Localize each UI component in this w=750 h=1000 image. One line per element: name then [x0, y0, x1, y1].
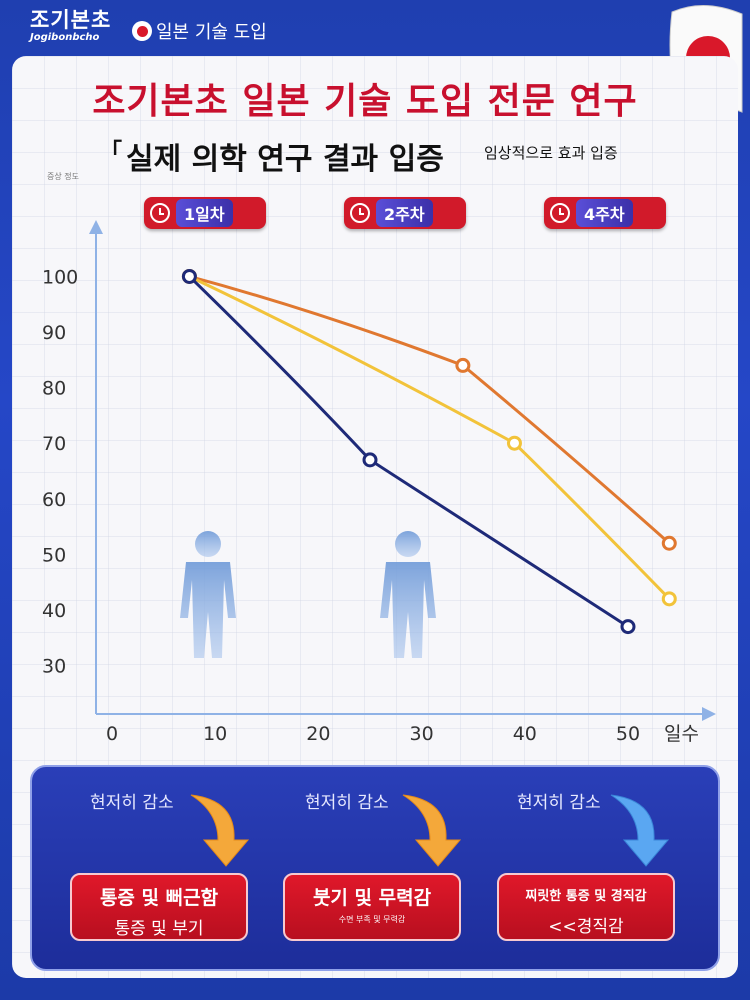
- japan-flag-icon: [132, 21, 152, 41]
- lead-text-1: 현저히 감소: [90, 793, 174, 813]
- card-sub: 수면 부족 및 무력감: [338, 915, 406, 924]
- period-badge-label: 1일차: [176, 199, 233, 227]
- y-tick-label: 50: [42, 544, 66, 566]
- symptom-card-1: 통증 및 뻐근함 통증 및 부기: [70, 873, 248, 941]
- period-badge-label: 4주차: [576, 199, 633, 227]
- subtitle-note: 임상적으로 효과 입증: [484, 144, 618, 162]
- data-point: [455, 357, 471, 373]
- card-sub: 통증 및 부기: [114, 919, 204, 939]
- y-tick-label: 40: [42, 600, 66, 622]
- bracket-glyph: 「: [100, 140, 123, 165]
- page-title: 조기본초 일본 기술 도입 전문 연구: [92, 81, 638, 122]
- y-axis-arrow: [89, 220, 103, 234]
- human-body-icon: [180, 531, 236, 658]
- data-point: [620, 619, 636, 635]
- y-tick-label: 90: [42, 322, 66, 344]
- y-tick-label: 30: [42, 656, 66, 678]
- series-line: [187, 274, 671, 545]
- data-point: [661, 535, 677, 551]
- data-point: [181, 268, 197, 284]
- brand-logo: 조기본초 Jogibonbcho: [30, 8, 111, 44]
- period-badge-label: 2주차: [376, 199, 433, 227]
- card-sub: <<경직감: [548, 917, 624, 937]
- x-tick-label: 0: [106, 723, 118, 745]
- period-badge-2: 2주차: [344, 197, 466, 229]
- top-tagline: 일본 기술 도입: [132, 18, 267, 44]
- x-tick-label: 50: [616, 723, 640, 745]
- clock-icon: [350, 203, 370, 223]
- data-point: [661, 591, 677, 607]
- lead-text-3: 현저히 감소: [517, 793, 601, 813]
- data-point: [506, 435, 522, 451]
- card-main: 찌릿한 통증 및 경직감: [525, 889, 647, 904]
- brand-subname: Jogibonbcho: [30, 32, 100, 43]
- subtitle-text: 실제 의학 연구 결과 입증: [126, 142, 444, 177]
- y-tick-label: 60: [42, 489, 66, 511]
- x-axis-arrow: [702, 707, 716, 721]
- symptom-card-3: 찌릿한 통증 및 경직감 <<경직감: [497, 873, 675, 941]
- symptom-card-2: 붓기 및 무력감 수면 부족 및 무력감: [283, 873, 461, 941]
- human-body-icon: [380, 531, 436, 658]
- period-badge-1: 1일차: [144, 197, 266, 229]
- x-axis-label: 일수: [664, 723, 699, 745]
- y-axis-caption: 증상 정도: [47, 172, 79, 181]
- y-tick-label: 100: [42, 266, 78, 288]
- x-tick-label: 10: [203, 723, 227, 745]
- down-arrow-icon: [402, 794, 462, 867]
- card-main: 통증 및 뻐근함: [99, 887, 219, 909]
- y-tick-label: 70: [42, 433, 66, 455]
- top-tagline-text: 일본 기술 도입: [156, 22, 267, 43]
- lead-text-2: 현저히 감소: [305, 793, 389, 813]
- page-subtitle: 「실제 의학 연구 결과 입증: [100, 134, 444, 178]
- y-tick-label: 80: [42, 378, 66, 400]
- down-arrow-icon: [610, 794, 670, 867]
- series-line: [187, 274, 671, 601]
- down-arrow-icon: [190, 794, 250, 867]
- period-badge-3: 4주차: [544, 197, 666, 229]
- data-point: [362, 452, 378, 468]
- x-tick-label: 40: [513, 723, 537, 745]
- clock-icon: [550, 203, 570, 223]
- brand-name: 조기본초: [30, 8, 112, 32]
- x-tick-label: 30: [410, 723, 434, 745]
- card-main: 붓기 및 무력감: [312, 887, 432, 909]
- x-tick-label: 20: [306, 723, 330, 745]
- clock-icon: [150, 203, 170, 223]
